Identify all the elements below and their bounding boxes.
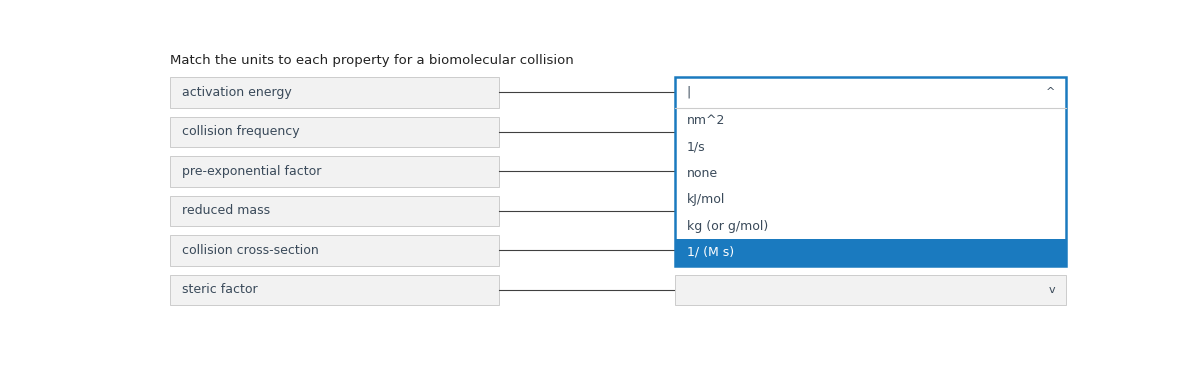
Text: activation energy: activation energy [181, 86, 292, 99]
FancyBboxPatch shape [676, 239, 1066, 266]
Text: collision cross-section: collision cross-section [181, 244, 318, 257]
FancyBboxPatch shape [676, 275, 1066, 305]
Text: reduced mass: reduced mass [181, 204, 270, 217]
FancyBboxPatch shape [170, 77, 499, 108]
FancyBboxPatch shape [170, 196, 499, 226]
Text: 1/s: 1/s [686, 141, 706, 154]
Text: |: | [686, 86, 691, 99]
FancyBboxPatch shape [170, 156, 499, 187]
Text: 1/ (M s): 1/ (M s) [686, 246, 733, 259]
Text: kJ/mol: kJ/mol [686, 193, 725, 206]
Text: kg (or g/mol): kg (or g/mol) [686, 220, 768, 233]
Text: collision frequency: collision frequency [181, 125, 299, 138]
Text: none: none [686, 167, 718, 180]
Text: ^: ^ [1045, 87, 1055, 97]
Text: steric factor: steric factor [181, 283, 257, 296]
Text: Match the units to each property for a biomolecular collision: Match the units to each property for a b… [170, 54, 575, 67]
FancyBboxPatch shape [676, 77, 1066, 266]
FancyBboxPatch shape [170, 275, 499, 305]
Text: v: v [1049, 285, 1055, 295]
FancyBboxPatch shape [170, 117, 499, 147]
Text: nm^2: nm^2 [686, 114, 725, 127]
Text: pre-exponential factor: pre-exponential factor [181, 165, 320, 178]
FancyBboxPatch shape [170, 235, 499, 266]
